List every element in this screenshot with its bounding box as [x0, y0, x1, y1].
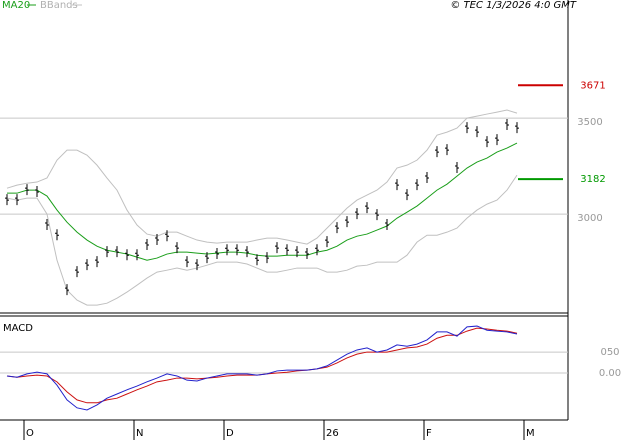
price-bar	[5, 194, 9, 206]
price-bar	[305, 248, 309, 260]
price-bar	[335, 222, 339, 234]
price-bar	[15, 194, 19, 206]
y-tick-label: 050	[600, 347, 619, 358]
price-bar	[95, 256, 99, 268]
price-bar	[315, 244, 319, 256]
x-tick-label: N	[136, 428, 143, 439]
price-bar	[325, 236, 329, 248]
price-bar	[55, 229, 59, 241]
y-tick-label: 0.00	[599, 368, 621, 379]
price-bar	[135, 249, 139, 261]
price-bar	[515, 122, 519, 134]
price-bar	[405, 189, 409, 201]
ma-line	[7, 142, 518, 261]
macd-line	[6, 325, 518, 411]
price-bar	[425, 172, 429, 184]
price-bar	[415, 179, 419, 191]
price-bar	[45, 219, 49, 231]
price-bar	[465, 122, 469, 134]
price-bar	[445, 144, 449, 156]
price-bar	[25, 184, 29, 196]
x-tick-label: 26	[326, 428, 339, 439]
price-bar	[175, 242, 179, 254]
y-tick-label: 3500	[577, 117, 602, 128]
price-bar	[455, 162, 459, 174]
price-bar	[145, 239, 149, 251]
price-bar	[165, 230, 169, 242]
price-bar	[375, 209, 379, 221]
price-bar	[365, 202, 369, 214]
price-bar	[105, 246, 109, 258]
credit: © TEC 1/3/2026 4:0 GMT	[450, 0, 577, 11]
level-label: 3182	[580, 174, 605, 185]
price-bar	[355, 208, 359, 220]
price-bar	[505, 119, 509, 131]
panel-title: MACD	[3, 323, 33, 334]
price-bar	[35, 186, 39, 198]
price-bar	[205, 252, 209, 264]
price-bar	[495, 134, 499, 146]
price-bar	[215, 248, 219, 260]
bband-upper	[6, 109, 518, 245]
bband-lower	[6, 174, 518, 306]
y-tick-label: 3000	[577, 213, 602, 224]
level-label: 3671	[580, 80, 605, 91]
price-bar	[255, 254, 259, 266]
price-bar	[265, 252, 269, 264]
price-bar	[75, 266, 79, 278]
price-bar	[435, 146, 439, 158]
price-bar	[85, 259, 89, 271]
price-bar	[115, 246, 119, 258]
price-bar	[385, 219, 389, 231]
price-bar	[285, 244, 289, 256]
price-bar	[295, 246, 299, 258]
price-bar	[195, 259, 199, 271]
price-bar	[225, 244, 229, 256]
x-tick-label: F	[426, 428, 432, 439]
price-bar	[475, 126, 479, 138]
price-bar	[275, 242, 279, 254]
price-bar	[155, 234, 159, 246]
price-bar	[185, 256, 189, 268]
price-bar	[245, 246, 249, 258]
legend-label: MA20	[2, 0, 30, 11]
x-tick-label: M	[526, 428, 535, 439]
price-bar	[395, 179, 399, 191]
legend-label: BBands	[40, 0, 78, 11]
price-bar	[345, 216, 349, 228]
price-bar	[235, 244, 239, 256]
price-bar	[485, 136, 489, 148]
price-bar	[65, 284, 69, 296]
price-bar	[125, 249, 129, 261]
x-tick-label: O	[26, 428, 34, 439]
x-tick-label: D	[226, 428, 234, 439]
